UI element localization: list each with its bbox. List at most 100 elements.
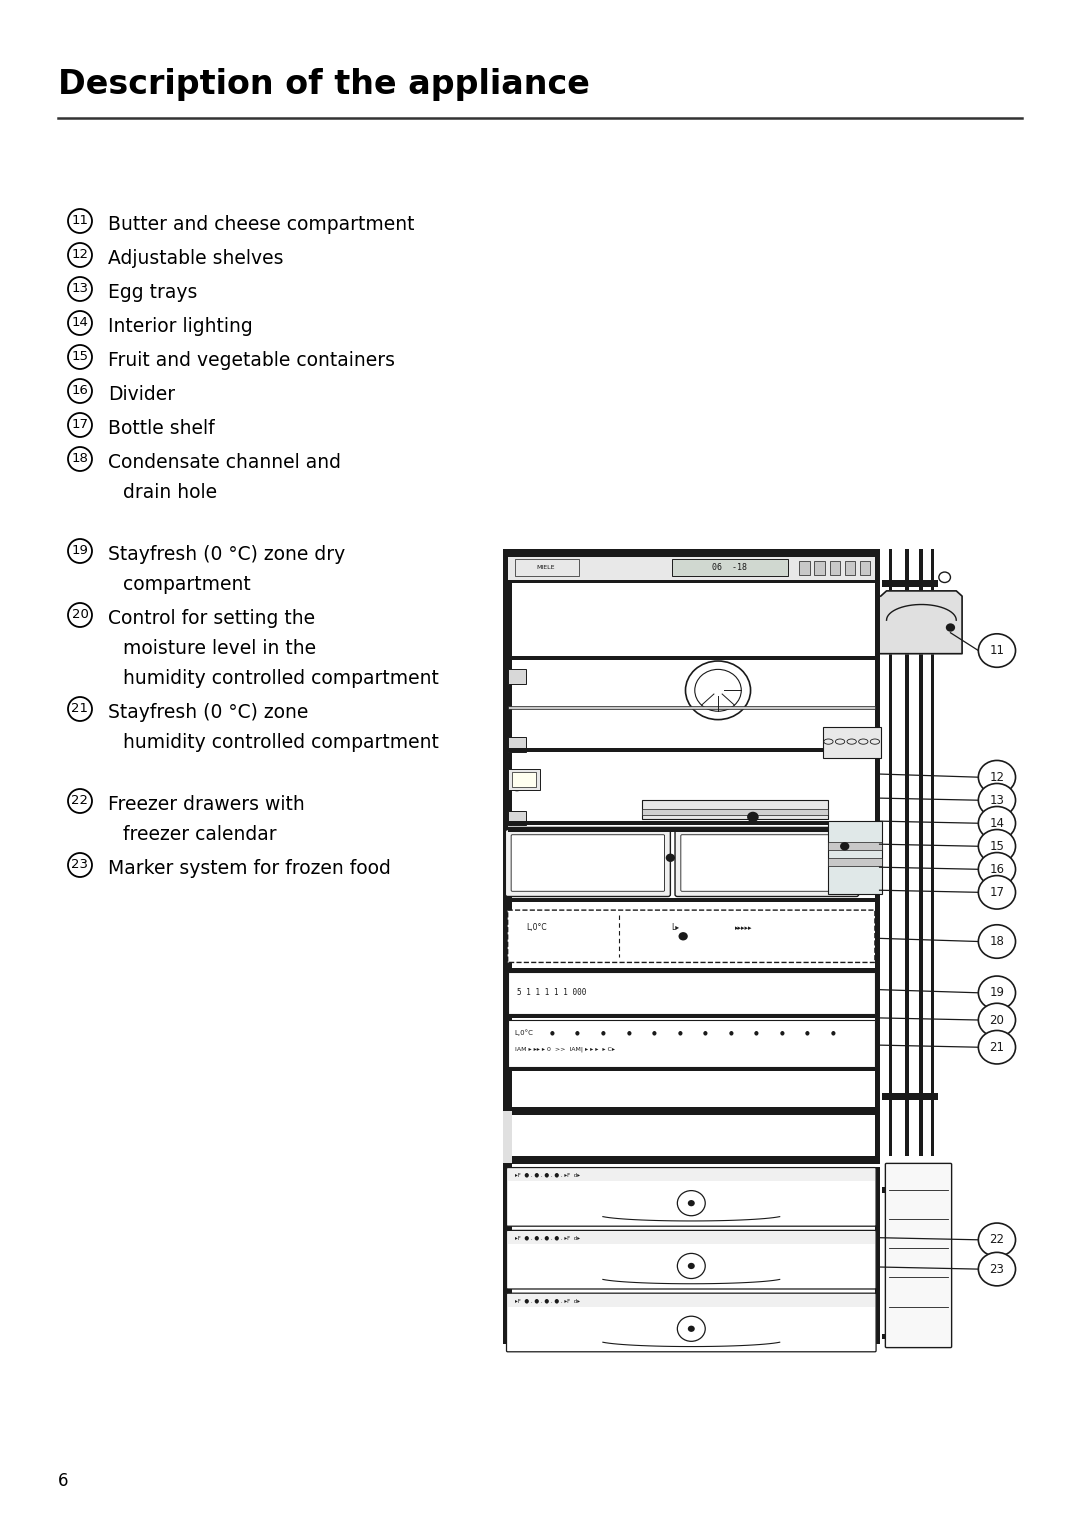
Bar xyxy=(905,1165,908,1347)
Text: ●: ● xyxy=(806,1031,810,1035)
Text: 12: 12 xyxy=(989,771,1004,784)
Circle shape xyxy=(939,1179,950,1190)
Bar xyxy=(508,706,875,709)
Text: ●: ● xyxy=(575,1031,580,1035)
Bar xyxy=(875,549,879,1156)
Circle shape xyxy=(978,976,1015,1009)
Text: Interior lighting: Interior lighting xyxy=(108,317,253,336)
Bar xyxy=(889,549,892,1156)
FancyBboxPatch shape xyxy=(511,835,664,891)
Text: 18: 18 xyxy=(71,453,89,465)
Text: drain hole: drain hole xyxy=(123,483,217,502)
Circle shape xyxy=(978,635,1015,667)
Text: 13: 13 xyxy=(71,283,89,295)
Text: 13: 13 xyxy=(989,794,1004,807)
Circle shape xyxy=(978,830,1015,862)
Bar xyxy=(508,826,875,830)
Text: 22: 22 xyxy=(71,795,89,807)
Bar xyxy=(508,581,875,583)
FancyBboxPatch shape xyxy=(886,1164,951,1347)
Text: freezer calendar: freezer calendar xyxy=(123,826,276,844)
Bar xyxy=(508,1294,875,1307)
Text: 17: 17 xyxy=(989,885,1004,899)
Bar xyxy=(508,1231,875,1245)
Text: Divider: Divider xyxy=(108,385,175,404)
Text: 21: 21 xyxy=(989,1041,1004,1053)
Bar xyxy=(508,748,875,752)
Text: ▸F  ● . ● . ● . ● . ▸F  d▸: ▸F ● . ● . ● . ● . ▸F d▸ xyxy=(515,1173,580,1177)
Circle shape xyxy=(978,1252,1015,1286)
Bar xyxy=(503,549,879,555)
Bar xyxy=(882,1333,937,1339)
Bar xyxy=(672,560,787,576)
Bar xyxy=(508,827,875,832)
Text: ●: ● xyxy=(677,1031,683,1035)
Bar xyxy=(508,555,875,558)
Bar xyxy=(931,1165,934,1347)
Bar xyxy=(512,772,536,786)
Text: ●: ● xyxy=(703,1031,707,1035)
Bar xyxy=(508,670,526,683)
Text: ●: ● xyxy=(729,1031,733,1035)
Text: compartment: compartment xyxy=(123,575,251,593)
Bar xyxy=(845,561,855,575)
Bar xyxy=(643,809,828,815)
Text: ●: ● xyxy=(754,1031,759,1035)
Bar xyxy=(931,549,934,1156)
Bar xyxy=(882,581,937,587)
Bar xyxy=(882,1188,937,1193)
Circle shape xyxy=(978,806,1015,839)
Text: ▸F  ● . ● . ● . ● . ▸F  d▸: ▸F ● . ● . ● . ● . ▸F d▸ xyxy=(515,1298,580,1303)
Bar xyxy=(508,898,875,902)
Bar xyxy=(905,549,908,1156)
FancyBboxPatch shape xyxy=(508,910,875,962)
Bar xyxy=(508,555,875,583)
Bar xyxy=(829,561,840,575)
Text: ●: ● xyxy=(831,1031,836,1035)
Bar xyxy=(643,800,828,820)
Bar xyxy=(508,1067,875,1072)
Bar xyxy=(882,1093,937,1099)
Circle shape xyxy=(747,812,759,823)
Bar xyxy=(503,1156,879,1165)
Text: 19: 19 xyxy=(989,986,1004,1000)
Text: Adjustable shelves: Adjustable shelves xyxy=(108,249,283,268)
Circle shape xyxy=(978,853,1015,885)
Text: 14: 14 xyxy=(71,317,89,330)
Circle shape xyxy=(978,1031,1015,1064)
Text: Stayfresh (0 °C) zone: Stayfresh (0 °C) zone xyxy=(108,703,309,722)
Text: 17: 17 xyxy=(71,419,89,431)
Bar xyxy=(828,842,882,850)
Bar xyxy=(823,726,880,758)
Text: Marker system for frozen food: Marker system for frozen food xyxy=(108,859,391,878)
Bar xyxy=(814,561,825,575)
Text: ●: ● xyxy=(626,1031,631,1035)
Bar xyxy=(508,972,875,1014)
Bar xyxy=(508,1168,875,1182)
Circle shape xyxy=(939,572,950,583)
Circle shape xyxy=(688,1200,694,1206)
Bar xyxy=(503,1107,879,1115)
FancyBboxPatch shape xyxy=(507,1294,876,1352)
Text: ▸▸▸▸▸: ▸▸▸▸▸ xyxy=(735,925,753,931)
Text: 20: 20 xyxy=(989,1014,1004,1026)
Text: IAM ▸ ▸▸ ▸ 0  >>  IAM| ▸ ▸ ▸  ▸ C▸: IAM ▸ ▸▸ ▸ 0 >> IAM| ▸ ▸ ▸ ▸ C▸ xyxy=(515,1046,615,1052)
Text: ●: ● xyxy=(550,1031,554,1035)
Bar xyxy=(828,821,882,894)
Text: MIELE: MIELE xyxy=(537,566,555,570)
Bar xyxy=(508,769,540,790)
Text: Bottle shelf: Bottle shelf xyxy=(108,419,215,437)
FancyBboxPatch shape xyxy=(680,835,853,891)
Bar xyxy=(919,1165,922,1347)
Circle shape xyxy=(946,624,955,631)
Text: 16: 16 xyxy=(71,384,89,398)
Bar xyxy=(503,549,512,1344)
Bar xyxy=(889,1165,892,1347)
Text: L,0°C: L,0°C xyxy=(526,924,546,933)
Circle shape xyxy=(940,1330,949,1338)
Text: L,0°C: L,0°C xyxy=(515,1029,534,1037)
Text: Freezer drawers with: Freezer drawers with xyxy=(108,795,305,813)
Text: 20: 20 xyxy=(71,609,89,621)
Text: Description of the appliance: Description of the appliance xyxy=(58,67,590,101)
FancyBboxPatch shape xyxy=(507,1168,876,1226)
